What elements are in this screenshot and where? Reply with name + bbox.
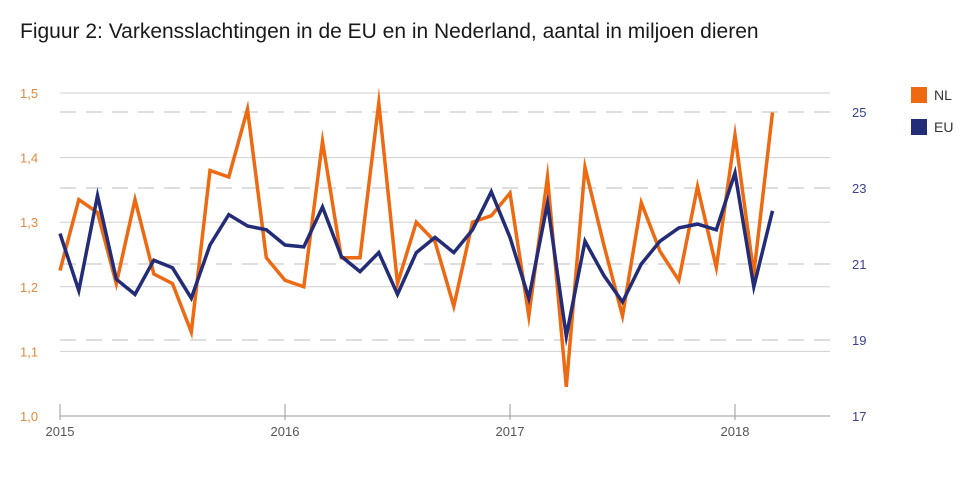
left-tick-label: 1,4 bbox=[20, 151, 38, 166]
legend-label-nl: NL bbox=[934, 87, 952, 103]
left-tick-label: 1,2 bbox=[20, 280, 38, 295]
gridlines bbox=[60, 93, 830, 351]
x-axis-ticks: 2015 2016 2017 2018 bbox=[46, 404, 750, 439]
x-tick-label: 2015 bbox=[46, 424, 75, 439]
left-tick-label: 1,0 bbox=[20, 409, 38, 424]
right-tick-label: 23 bbox=[852, 181, 866, 196]
legend: NL EU bbox=[911, 87, 953, 135]
left-axis-ticks: 1,0 1,1 1,2 1,3 1,4 1,5 bbox=[20, 86, 38, 424]
series-lines bbox=[60, 103, 773, 387]
series-line-eu bbox=[60, 173, 773, 336]
left-tick-label: 1,5 bbox=[20, 86, 38, 101]
right-axis-gridlines bbox=[60, 112, 830, 340]
series-line-nl bbox=[60, 103, 773, 387]
x-tick-label: 2016 bbox=[271, 424, 300, 439]
legend-label-eu: EU bbox=[934, 119, 953, 135]
left-tick-label: 1,1 bbox=[20, 344, 38, 359]
right-tick-label: 19 bbox=[852, 333, 866, 348]
legend-swatch-nl bbox=[911, 87, 927, 103]
right-tick-label: 17 bbox=[852, 409, 866, 424]
x-tick-label: 2018 bbox=[721, 424, 750, 439]
right-tick-label: 25 bbox=[852, 105, 866, 120]
left-tick-label: 1,3 bbox=[20, 215, 38, 230]
chart-svg: 1,01,11,21,31,41,5 1719212325 2015 2016 20… bbox=[0, 0, 978, 490]
right-axis-ticks: 17 19 21 23 25 bbox=[852, 105, 866, 424]
right-tick-label: 21 bbox=[852, 257, 866, 272]
legend-swatch-eu bbox=[911, 119, 927, 135]
x-tick-label: 2017 bbox=[496, 424, 525, 439]
